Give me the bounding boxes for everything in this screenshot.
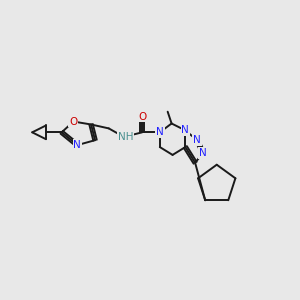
Text: N: N [193, 135, 201, 145]
Text: N: N [182, 125, 189, 135]
Text: NH: NH [118, 132, 133, 142]
Text: N: N [156, 127, 164, 137]
Text: O: O [69, 116, 78, 127]
Text: N: N [199, 148, 207, 158]
Text: N: N [74, 140, 81, 150]
Text: O: O [138, 112, 146, 122]
